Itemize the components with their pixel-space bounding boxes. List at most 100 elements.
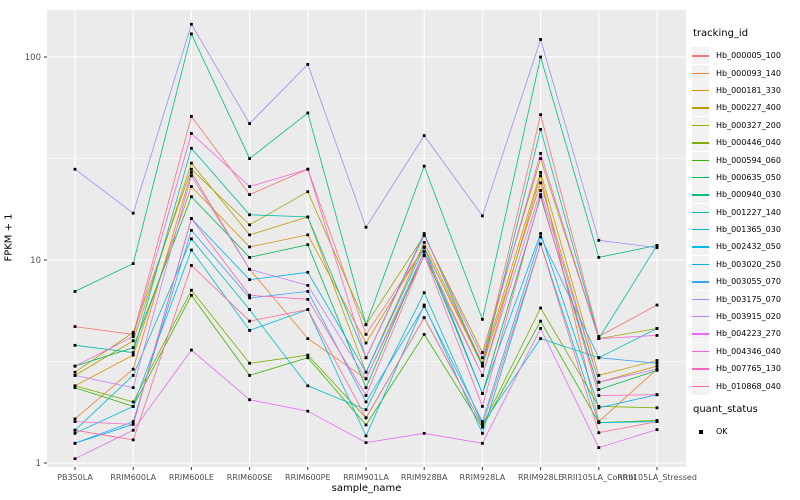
legend-key-swatch (692, 203, 709, 221)
data-point (422, 250, 426, 253)
series-color-line-icon (692, 89, 709, 92)
legend-key-swatch (692, 116, 709, 134)
legend-title-quant-status: quant_status (693, 403, 758, 415)
legend-label: Hb_000005_100 (716, 51, 781, 61)
data-point (481, 361, 484, 365)
x-tick-label: PB350LA (57, 473, 93, 482)
data-point (481, 351, 484, 354)
data-point (248, 361, 251, 365)
legend-label: Hb_000446_040 (716, 138, 781, 148)
data-point (248, 267, 251, 271)
legend-key-swatch (692, 238, 709, 256)
series-color-line-icon (692, 350, 709, 353)
data-point (248, 374, 251, 377)
data-point (131, 400, 135, 404)
data-point (655, 367, 659, 371)
data-point (422, 303, 426, 307)
series-color-line-icon (692, 159, 709, 161)
y-axis-title: FPKM + 1 (3, 213, 15, 262)
data-point (539, 235, 542, 239)
data-point (655, 244, 659, 247)
data-point (364, 225, 368, 229)
data-point (131, 262, 135, 265)
legend-key-swatch (692, 168, 709, 186)
data-point (539, 152, 542, 155)
series-color-line-icon (692, 333, 709, 335)
data-point (481, 420, 484, 423)
data-point (539, 337, 542, 341)
legend-key-swatch (692, 290, 709, 308)
data-point (131, 330, 135, 334)
data-point (655, 420, 659, 423)
x-tick-label: RRII105LA_Control (562, 473, 636, 482)
legend-item-Hb_000594_060: Hb_000594_060 (692, 151, 800, 169)
data-point (248, 398, 251, 402)
data-point (481, 317, 484, 321)
data-point (248, 122, 251, 125)
data-point (190, 161, 193, 165)
data-point (597, 238, 601, 242)
legend-label: Hb_000635_050 (716, 172, 781, 182)
series-color-line-icon (692, 55, 709, 57)
data-point (306, 356, 310, 360)
data-point (539, 171, 542, 174)
legend-label: Hb_007765_130 (716, 364, 781, 374)
data-point (539, 232, 542, 235)
data-point (306, 283, 310, 287)
data-point (364, 333, 368, 336)
legend-label: Hb_000594_060 (716, 155, 781, 165)
data-point (597, 446, 601, 450)
data-point (597, 421, 601, 425)
data-point (131, 333, 135, 336)
data-point (131, 346, 135, 350)
data-point (655, 327, 659, 330)
data-point (597, 405, 601, 408)
legend-item-Hb_003915_020: Hb_003915_020 (692, 308, 800, 326)
x-tick-label: RRIM600LA (110, 473, 156, 482)
series-color-line-icon (692, 107, 709, 109)
data-point (481, 214, 484, 218)
legend-item-Hb_003175_070: Hb_003175_070 (692, 290, 800, 308)
data-point (131, 339, 135, 343)
data-point (306, 353, 310, 357)
data-point (364, 416, 368, 420)
data-point (73, 457, 77, 461)
data-point (364, 408, 368, 412)
data-point (422, 134, 426, 138)
data-point (306, 270, 310, 274)
data-point (73, 364, 77, 368)
data-point (655, 361, 659, 365)
data-point (131, 422, 135, 426)
data-point (73, 370, 77, 374)
legend-item-Hb_007765_130: Hb_007765_130 (692, 360, 800, 378)
data-point (422, 164, 426, 168)
legend-label: OK (716, 427, 728, 436)
data-point (539, 306, 542, 310)
data-point (73, 431, 77, 435)
data-point (364, 400, 368, 404)
data-point (422, 253, 426, 257)
data-point (190, 348, 193, 352)
data-point (190, 22, 193, 26)
legend-item-Hb_000940_030: Hb_000940_030 (692, 186, 800, 204)
data-point (306, 111, 310, 115)
data-point (131, 211, 135, 215)
data-point (190, 293, 193, 297)
series-color-line-icon (692, 72, 709, 74)
x-tick-label: RRIM600PE (285, 473, 331, 482)
data-point (248, 319, 251, 323)
data-point (481, 364, 484, 368)
data-point (131, 374, 135, 377)
legend-item-Hb_001227_140: Hb_001227_140 (692, 203, 800, 221)
data-point (131, 420, 135, 423)
data-point (364, 323, 368, 327)
legend-key-swatch (692, 81, 709, 99)
data-point (248, 213, 251, 217)
data-point (131, 335, 135, 338)
data-point (306, 243, 310, 247)
data-point (306, 308, 310, 311)
legend-item-Hb_000005_100: Hb_000005_100 (692, 47, 800, 65)
legend-item-Hb_003020_250: Hb_003020_250 (692, 255, 800, 273)
series-color-line-icon (692, 124, 709, 127)
